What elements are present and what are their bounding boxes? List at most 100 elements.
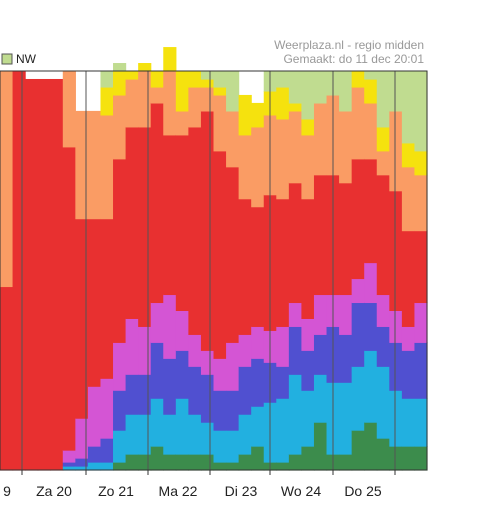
band-3-col-8 xyxy=(100,378,114,439)
band-6-col-32 xyxy=(401,142,416,168)
band-5-col-15 xyxy=(188,86,202,128)
band-4-col-28 xyxy=(351,158,365,280)
band-4-col-5 xyxy=(62,146,76,451)
band-5-col-9 xyxy=(113,94,127,160)
band-3-col-29 xyxy=(364,262,378,304)
band-7-col-16 xyxy=(200,71,215,80)
band-5-col-8 xyxy=(100,114,114,220)
band-7-col-30 xyxy=(376,71,390,128)
band-3-col-25 xyxy=(313,294,328,335)
band-7-col-23 xyxy=(288,71,303,104)
band-5-col-19 xyxy=(238,134,252,200)
band-3-col-15 xyxy=(188,334,202,367)
band-5-col-12 xyxy=(150,86,164,104)
x-tick-label-4: Di 23 xyxy=(225,483,258,499)
band-1-col-12 xyxy=(150,398,164,447)
band-5-col-13 xyxy=(163,71,177,136)
band-5-col-0 xyxy=(0,71,14,288)
band-0-col-24 xyxy=(301,446,315,471)
band-3-col-24 xyxy=(301,318,315,351)
band-5-col-29 xyxy=(364,102,378,160)
band-6-col-17 xyxy=(213,86,227,96)
band-6-col-14 xyxy=(175,71,189,112)
band-5-col-28 xyxy=(351,86,365,160)
band-5-col-10 xyxy=(125,78,139,128)
band-2-col-23 xyxy=(288,326,303,375)
band-4-col-23 xyxy=(288,182,303,304)
band-5-col-20 xyxy=(251,126,265,208)
day-gridlines xyxy=(21,71,396,470)
band-1-col-6 xyxy=(75,466,89,471)
legend-label-nw: NW xyxy=(16,52,37,66)
band-2-col-8 xyxy=(100,438,114,463)
band-3-col-5 xyxy=(62,450,76,463)
band-1-col-28 xyxy=(351,366,365,431)
band-2-col-33 xyxy=(414,342,428,399)
band-5-col-17 xyxy=(213,94,227,152)
band-0-col-32 xyxy=(401,446,416,471)
band-1-col-32 xyxy=(401,398,416,447)
x-tick-label-5: Wo 24 xyxy=(281,483,321,499)
band-2-col-19 xyxy=(238,366,252,415)
band-0-col-23 xyxy=(288,454,303,471)
band-0-col-13 xyxy=(163,454,177,471)
band-2-col-11 xyxy=(138,374,152,415)
band-1-col-29 xyxy=(364,350,378,423)
band-4-col-4 xyxy=(50,78,64,471)
credit-source: Weerplaza.nl - regio midden xyxy=(274,38,424,52)
band-5-col-25 xyxy=(313,102,328,176)
band-3-col-27 xyxy=(339,294,353,335)
band-0-col-9 xyxy=(113,462,127,471)
band-0-col-31 xyxy=(389,446,403,471)
band-2-col-22 xyxy=(276,366,290,399)
band-6-col-33 xyxy=(414,150,428,176)
band-0-col-15 xyxy=(188,454,202,471)
plot-frame xyxy=(0,70,428,471)
band-3-col-16 xyxy=(200,350,215,375)
band-2-col-29 xyxy=(364,302,378,351)
band-6-col-8 xyxy=(100,86,114,116)
band-4-col-6 xyxy=(75,218,89,419)
band-4-col-32 xyxy=(401,230,416,327)
band-5-col-33 xyxy=(414,174,428,232)
band-7-col-22 xyxy=(276,71,290,88)
band-3-col-30 xyxy=(376,294,390,327)
band-4-col-25 xyxy=(313,174,328,296)
band-5-col-16 xyxy=(200,86,215,112)
plot-area xyxy=(0,47,428,471)
band-2-col-7 xyxy=(87,446,102,463)
band-1-col-15 xyxy=(188,414,202,455)
band-5-col-14 xyxy=(175,110,189,136)
band-1-col-17 xyxy=(213,430,227,463)
band-2-col-24 xyxy=(301,350,315,391)
band-0-col-14 xyxy=(175,454,189,471)
band-1-col-14 xyxy=(175,398,189,455)
band-1-col-10 xyxy=(125,414,139,455)
band-3-col-12 xyxy=(150,302,164,343)
band-2-col-32 xyxy=(401,350,416,399)
band-7-col-27 xyxy=(339,71,353,112)
band-6-col-13 xyxy=(163,47,177,72)
band-6-col-15 xyxy=(188,71,202,88)
band-4-col-24 xyxy=(301,198,315,319)
band-5-col-30 xyxy=(376,150,390,176)
band-1-col-24 xyxy=(301,390,315,447)
band-7-col-18 xyxy=(226,71,240,112)
band-6-col-22 xyxy=(276,86,290,120)
band-6-col-9 xyxy=(113,71,127,96)
band-6-col-10 xyxy=(125,71,139,80)
band-3-col-9 xyxy=(113,342,127,391)
band-4-col-33 xyxy=(414,230,428,304)
x-axis-ticks: 9 Za 20 Zo 21 Ma 22 Di 23 Wo 24 Do 25 xyxy=(3,470,396,499)
x-tick-label-6: Do 25 xyxy=(344,483,382,499)
band-1-col-16 xyxy=(200,422,215,455)
band-1-col-5 xyxy=(62,466,76,471)
band-3-col-22 xyxy=(276,326,290,367)
band-2-col-14 xyxy=(175,350,189,399)
band-5-col-11 xyxy=(138,71,152,128)
band-1-col-33 xyxy=(414,398,428,447)
band-4-col-22 xyxy=(276,198,290,327)
band-4-col-15 xyxy=(188,126,202,335)
band-1-col-9 xyxy=(113,430,127,463)
band-4-col-20 xyxy=(251,206,265,327)
